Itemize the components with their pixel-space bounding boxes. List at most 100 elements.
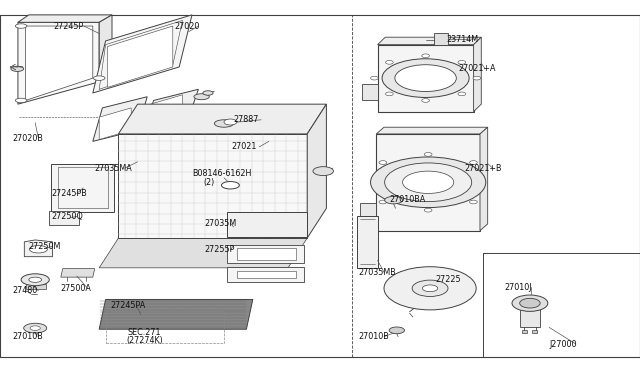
Text: 27887: 27887 bbox=[234, 115, 259, 124]
Ellipse shape bbox=[203, 91, 213, 95]
Ellipse shape bbox=[473, 76, 481, 80]
Text: 27250M: 27250M bbox=[29, 242, 61, 251]
Text: 27010B: 27010B bbox=[13, 332, 44, 341]
Ellipse shape bbox=[422, 99, 429, 102]
Polygon shape bbox=[99, 299, 253, 329]
Ellipse shape bbox=[371, 76, 378, 80]
Polygon shape bbox=[26, 284, 46, 289]
Ellipse shape bbox=[385, 163, 472, 202]
Polygon shape bbox=[61, 269, 95, 277]
Ellipse shape bbox=[93, 76, 105, 80]
Polygon shape bbox=[118, 104, 326, 134]
Polygon shape bbox=[99, 238, 307, 268]
Ellipse shape bbox=[24, 323, 47, 333]
Text: 27010J: 27010J bbox=[504, 283, 532, 292]
Ellipse shape bbox=[15, 24, 27, 28]
Text: SEC.271: SEC.271 bbox=[128, 328, 161, 337]
Ellipse shape bbox=[424, 153, 432, 156]
Ellipse shape bbox=[470, 200, 477, 204]
Polygon shape bbox=[118, 134, 307, 238]
Polygon shape bbox=[150, 95, 182, 126]
Bar bbox=[106, 311, 224, 343]
Polygon shape bbox=[237, 271, 296, 278]
Polygon shape bbox=[378, 45, 474, 112]
Bar bbox=[434, 33, 448, 45]
Ellipse shape bbox=[512, 295, 548, 311]
Ellipse shape bbox=[214, 120, 234, 127]
Polygon shape bbox=[93, 15, 192, 93]
Polygon shape bbox=[480, 127, 488, 231]
Text: 27035MB: 27035MB bbox=[358, 268, 396, 277]
Text: 27035MA: 27035MA bbox=[95, 164, 132, 173]
Ellipse shape bbox=[313, 167, 333, 176]
Ellipse shape bbox=[458, 92, 466, 96]
Polygon shape bbox=[360, 203, 376, 220]
Polygon shape bbox=[18, 22, 99, 104]
Text: 27020B: 27020B bbox=[13, 134, 44, 143]
Ellipse shape bbox=[470, 161, 477, 164]
Text: 27010B: 27010B bbox=[358, 332, 389, 341]
Polygon shape bbox=[26, 26, 93, 100]
Polygon shape bbox=[99, 15, 112, 82]
Bar bbox=[522, 330, 527, 333]
Ellipse shape bbox=[422, 54, 429, 58]
Text: 27480: 27480 bbox=[13, 286, 38, 295]
Ellipse shape bbox=[29, 277, 42, 282]
Polygon shape bbox=[108, 26, 173, 87]
Polygon shape bbox=[376, 127, 488, 134]
Polygon shape bbox=[362, 84, 378, 100]
Ellipse shape bbox=[29, 246, 47, 253]
Ellipse shape bbox=[221, 182, 239, 189]
Ellipse shape bbox=[422, 285, 438, 292]
Text: (2): (2) bbox=[204, 178, 215, 187]
Ellipse shape bbox=[389, 327, 404, 334]
Text: 27245PB: 27245PB bbox=[51, 189, 87, 198]
Text: (27274K): (27274K) bbox=[126, 336, 163, 345]
Text: 27021+A: 27021+A bbox=[458, 64, 496, 73]
Bar bbox=[357, 216, 378, 268]
Ellipse shape bbox=[371, 157, 486, 208]
Ellipse shape bbox=[403, 171, 454, 193]
Ellipse shape bbox=[385, 61, 393, 64]
Ellipse shape bbox=[30, 326, 40, 330]
Bar bbox=[532, 330, 537, 333]
Bar bbox=[520, 307, 540, 327]
Polygon shape bbox=[227, 267, 304, 282]
Polygon shape bbox=[144, 89, 198, 128]
Polygon shape bbox=[376, 134, 480, 231]
Text: 27245P: 27245P bbox=[53, 22, 83, 31]
Text: J27000: J27000 bbox=[549, 340, 577, 349]
Text: 27035M: 27035M bbox=[205, 219, 237, 228]
Ellipse shape bbox=[458, 61, 466, 64]
Ellipse shape bbox=[379, 161, 387, 164]
Polygon shape bbox=[51, 164, 114, 212]
Polygon shape bbox=[237, 248, 296, 260]
Text: 27225: 27225 bbox=[435, 275, 461, 284]
Polygon shape bbox=[474, 37, 481, 112]
Ellipse shape bbox=[21, 274, 49, 286]
Text: 23714M: 23714M bbox=[447, 35, 479, 44]
Ellipse shape bbox=[412, 280, 448, 296]
Polygon shape bbox=[24, 240, 52, 257]
Text: 27255P: 27255P bbox=[205, 246, 235, 254]
Ellipse shape bbox=[194, 94, 209, 100]
Ellipse shape bbox=[520, 298, 540, 308]
Ellipse shape bbox=[11, 66, 24, 71]
Ellipse shape bbox=[382, 59, 469, 97]
Text: 27245PA: 27245PA bbox=[110, 301, 145, 310]
Ellipse shape bbox=[15, 98, 27, 103]
Text: 27021: 27021 bbox=[232, 142, 257, 151]
Text: 27021+B: 27021+B bbox=[465, 164, 502, 173]
Ellipse shape bbox=[224, 119, 237, 125]
Ellipse shape bbox=[379, 200, 387, 204]
Ellipse shape bbox=[385, 92, 393, 96]
Ellipse shape bbox=[384, 267, 476, 310]
Text: 27020: 27020 bbox=[174, 22, 200, 31]
Polygon shape bbox=[227, 245, 304, 263]
Polygon shape bbox=[99, 108, 131, 140]
Ellipse shape bbox=[395, 65, 456, 92]
Text: B08146-6162H: B08146-6162H bbox=[192, 169, 252, 178]
Text: 27250Q: 27250Q bbox=[51, 212, 83, 221]
Polygon shape bbox=[18, 15, 112, 22]
Text: 27010BA: 27010BA bbox=[389, 195, 426, 203]
